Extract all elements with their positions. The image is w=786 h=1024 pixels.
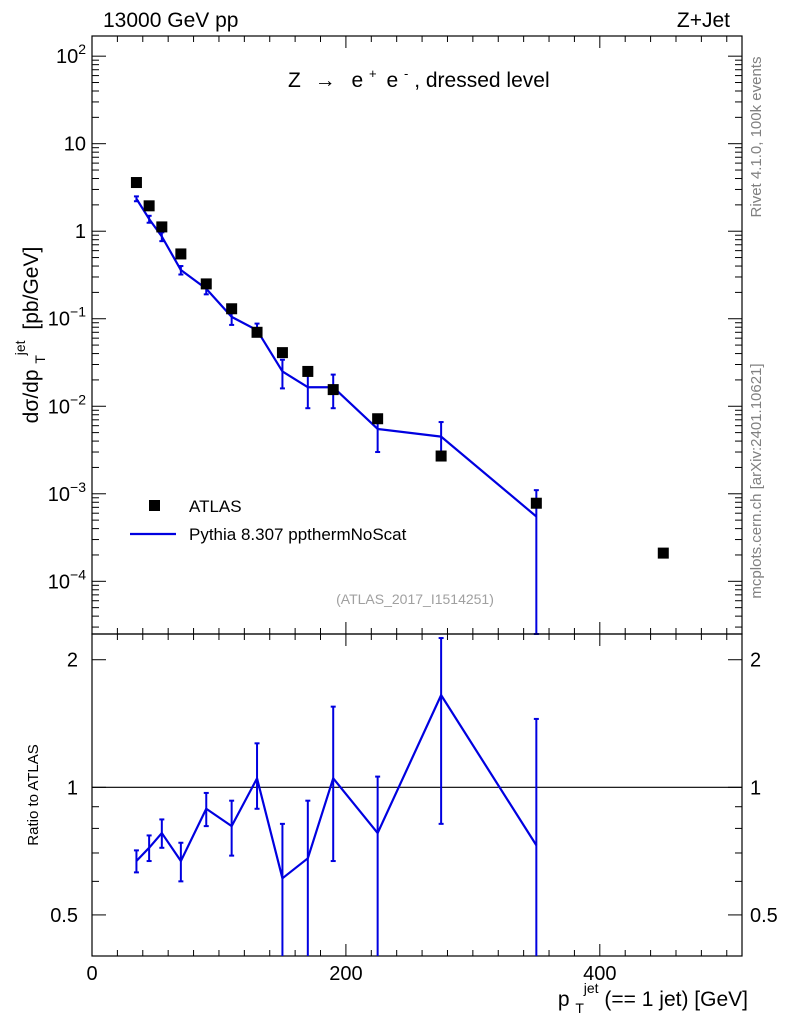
ratio-y-tick-label-right: 0.5 xyxy=(750,905,778,927)
atlas-data-point xyxy=(130,177,142,189)
analysis-watermark: (ATLAS_2017_I1514251) xyxy=(336,591,494,607)
atlas-data-point xyxy=(657,547,669,559)
atlas-data-point xyxy=(302,365,314,377)
atlas-data-point xyxy=(156,221,168,233)
x-tick-label: 200 xyxy=(329,963,362,985)
main-y-tick-label: 10−4 xyxy=(48,566,86,593)
atlas-data-point xyxy=(327,384,339,396)
main-y-axis-label: dσ/dp T jet [pb/GeV] xyxy=(7,247,50,424)
ratio-y-tick-labels: 2 2 1 1 0.5 0.5 xyxy=(50,650,778,927)
ylabel-unit: [pb/GeV] xyxy=(20,247,43,330)
legend: ATLAS Pythia 8.307 ppthermNoScat xyxy=(130,497,407,544)
ratio-y-tick-label-left: 2 xyxy=(67,650,78,672)
legend-atlas-label: ATLAS xyxy=(189,497,242,516)
title-boson: Z xyxy=(288,69,301,92)
x-tick-label: 400 xyxy=(583,963,616,985)
x-axis-label: p T jet (== 1 jet) [GeV] xyxy=(558,975,748,1018)
legend-atlas-marker xyxy=(149,500,160,511)
main-panel: 102 10 1 10−1 10−2 10−3 10−4 Z → e + e - , dre… xyxy=(7,35,743,635)
header-collision-label: 13000 GeV pp xyxy=(103,9,238,32)
atlas-data-point xyxy=(175,248,187,260)
ylabel-sup: jet xyxy=(12,340,28,356)
ratio-y-tick-label-left: 0.5 xyxy=(50,905,78,927)
atlas-data-point xyxy=(251,326,263,338)
xlabel-sup: jet xyxy=(583,980,599,996)
ylabel-main: dσ/dp xyxy=(20,369,43,423)
header-process-label: Z+Jet xyxy=(677,9,730,32)
ratio-y-tick-label-left: 1 xyxy=(67,777,78,799)
main-y-tick-label: 10−1 xyxy=(48,304,86,331)
atlas-data-point xyxy=(143,200,155,212)
rivet-version-label: Rivet 4.1.0, 100k events xyxy=(748,57,765,218)
ratio-y-tick-label-right: 1 xyxy=(750,777,761,799)
atlas-data-point xyxy=(226,303,238,315)
xlabel-main: p xyxy=(558,988,570,1011)
ratio-panel-frame xyxy=(91,633,743,957)
ratio-y-tick-label-right: 2 xyxy=(750,650,761,672)
title-plus: + xyxy=(369,66,377,81)
title-electron: e xyxy=(352,69,364,92)
ratio-y-axis-label: Ratio to ATLAS xyxy=(25,744,42,845)
mcplots-label: mcplots.cern.ch [arXiv:2401.10621] xyxy=(748,363,765,598)
main-y-tick-label: 10 xyxy=(64,134,86,156)
ratio-axis-ticks xyxy=(92,634,742,957)
main-y-tick-labels: 102 10 1 10−1 10−2 10−3 10−4 xyxy=(48,41,86,593)
title-minus: - xyxy=(404,66,408,81)
legend-mc-label: Pythia 8.307 ppthermNoScat xyxy=(189,525,407,544)
main-mc-series xyxy=(133,195,539,635)
main-y-tick-label: 10−2 xyxy=(48,391,86,418)
title-arrow: → xyxy=(315,69,336,92)
main-y-tick-label: 102 xyxy=(56,41,86,68)
atlas-data-point xyxy=(530,497,542,509)
ratio-x-tick-labels: 0 200 400 xyxy=(86,963,616,985)
main-title: Z → e + e - , dressed level xyxy=(288,60,550,92)
main-panel-frame xyxy=(91,35,743,635)
atlas-data-point xyxy=(276,347,288,359)
ylabel-sub: T xyxy=(32,355,48,364)
atlas-data-point xyxy=(372,413,384,425)
title-positron: e xyxy=(386,69,398,92)
x-tick-label: 0 xyxy=(86,963,97,985)
ratio-mc-series xyxy=(133,637,539,956)
atlas-data-point xyxy=(435,450,447,462)
main-y-tick-label: 10−3 xyxy=(48,479,86,506)
xlabel-rest: (== 1 jet) [GeV] xyxy=(604,988,748,1011)
mc-series-line xyxy=(135,198,538,518)
title-level: , dressed level xyxy=(414,69,549,92)
main-data-series xyxy=(130,177,669,559)
atlas-data-point xyxy=(200,278,212,290)
ratio-panel: 2 2 1 1 0.5 0.5 0 200 400 Ratio to ATLAS p T je… xyxy=(25,633,778,1018)
xlabel-sub: T xyxy=(575,1000,584,1016)
main-axis-ticks xyxy=(92,36,742,634)
main-y-tick-label: 1 xyxy=(75,221,86,243)
